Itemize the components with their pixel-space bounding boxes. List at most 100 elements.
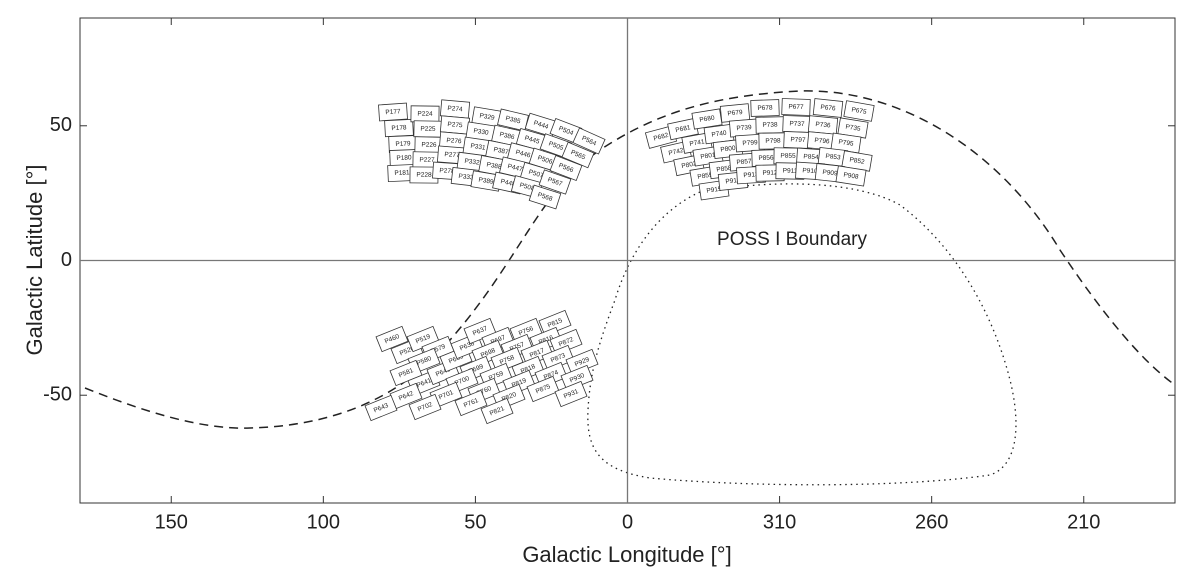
field-label: P679 bbox=[727, 109, 743, 117]
field-label: P796 bbox=[814, 137, 830, 145]
field-patch bbox=[691, 108, 723, 130]
field-label: P505 bbox=[548, 140, 565, 152]
field: P815 bbox=[538, 309, 572, 337]
field: P275 bbox=[439, 115, 471, 135]
x-tick-label: 310 bbox=[763, 511, 796, 533]
field-label: P678 bbox=[757, 104, 773, 112]
field: P756 bbox=[509, 317, 543, 345]
field-patch bbox=[538, 169, 572, 195]
field: P178 bbox=[384, 118, 414, 138]
field-label: P795 bbox=[838, 139, 854, 148]
field-label: P859 bbox=[697, 171, 713, 180]
field: P677 bbox=[781, 98, 811, 116]
field: P568 bbox=[528, 184, 562, 210]
field-label: P385 bbox=[505, 115, 522, 125]
field: P908 bbox=[835, 165, 867, 187]
field-label: P799 bbox=[742, 139, 758, 147]
field: P181 bbox=[387, 163, 417, 183]
field-patch bbox=[364, 394, 398, 422]
field-label: P739 bbox=[736, 124, 752, 132]
field: P519 bbox=[406, 325, 440, 353]
field-patch bbox=[812, 98, 844, 118]
field: P798 bbox=[758, 132, 788, 150]
field-label: P386 bbox=[499, 131, 516, 141]
field-label: P446 bbox=[515, 149, 532, 160]
field-label: P448 bbox=[500, 178, 517, 188]
field-label: P682 bbox=[653, 132, 670, 143]
field-label: P388 bbox=[486, 161, 503, 171]
y-tick-label: 0 bbox=[61, 249, 72, 271]
field-label: P177 bbox=[385, 108, 401, 116]
field-patch bbox=[480, 397, 514, 425]
field: P737 bbox=[782, 115, 812, 133]
field-label: P802 bbox=[681, 160, 698, 170]
field-label: P445 bbox=[524, 135, 541, 146]
field-patch bbox=[538, 309, 572, 337]
field-patch bbox=[375, 325, 409, 353]
field-label: P740 bbox=[711, 130, 727, 139]
field-patch bbox=[526, 375, 560, 403]
field-patch bbox=[408, 393, 442, 421]
field-label: P736 bbox=[815, 121, 831, 129]
x-tick-label: 100 bbox=[307, 511, 340, 533]
field-label: P330 bbox=[473, 128, 489, 137]
field-label: P507 bbox=[528, 169, 545, 180]
field-label: P274 bbox=[447, 105, 463, 113]
field: P177 bbox=[378, 102, 408, 122]
field-label: P181 bbox=[394, 169, 410, 177]
field: P931 bbox=[554, 380, 588, 408]
field-label: P178 bbox=[391, 124, 407, 132]
y-axis-label: Galactic Latitude [°] bbox=[22, 164, 47, 355]
field-label: P506 bbox=[537, 155, 554, 166]
field: P680 bbox=[691, 108, 723, 130]
field-label: P278 bbox=[439, 167, 455, 175]
field-label: P225 bbox=[420, 126, 436, 133]
field: P675 bbox=[843, 100, 875, 122]
field: P738 bbox=[755, 116, 785, 134]
field-label: P911 bbox=[783, 168, 798, 175]
x-tick-label: 0 bbox=[622, 511, 633, 533]
x-tick-label: 260 bbox=[915, 511, 948, 533]
field-patch bbox=[528, 184, 562, 210]
field-label: P798 bbox=[765, 138, 781, 145]
field-label: P275 bbox=[447, 121, 463, 129]
field-patch bbox=[549, 155, 583, 181]
field: P224 bbox=[410, 105, 440, 123]
field-label: P913 bbox=[743, 171, 759, 179]
field-label: P914 bbox=[725, 177, 741, 186]
field-label: P738 bbox=[762, 122, 778, 129]
x-tick-label: 50 bbox=[464, 511, 486, 533]
x-tick-label: 210 bbox=[1067, 511, 1100, 533]
field-patch bbox=[554, 380, 588, 408]
field-label: P568 bbox=[537, 192, 554, 203]
field-label: P858 bbox=[716, 165, 732, 174]
field-label: P735 bbox=[845, 124, 861, 133]
dotted-curve bbox=[587, 183, 1017, 486]
field-label: P680 bbox=[699, 114, 715, 123]
field-label: P800 bbox=[720, 145, 736, 154]
field-label: P332 bbox=[464, 158, 480, 167]
field-label: P329 bbox=[479, 113, 496, 122]
field-label: P180 bbox=[396, 154, 412, 162]
field: P676 bbox=[812, 98, 844, 118]
field: P274 bbox=[439, 99, 471, 119]
field-label: P387 bbox=[493, 146, 510, 156]
field-label: P447 bbox=[507, 163, 524, 173]
x-tick-label: 150 bbox=[155, 511, 188, 533]
field-patch bbox=[843, 100, 875, 122]
field: P875 bbox=[526, 375, 560, 403]
annotation: POSS I Boundary bbox=[717, 229, 867, 250]
field: P504 bbox=[549, 118, 583, 144]
field-label: P742 bbox=[668, 147, 685, 157]
field: P930 bbox=[560, 364, 594, 392]
field-label: P737 bbox=[789, 120, 805, 128]
field-patch bbox=[572, 127, 606, 155]
field: P643 bbox=[364, 394, 398, 422]
field-label: P333 bbox=[458, 173, 474, 182]
field-label: P224 bbox=[417, 111, 433, 118]
field: P678 bbox=[750, 99, 780, 117]
field-label: P276 bbox=[446, 137, 462, 145]
field: P564 bbox=[572, 127, 606, 155]
field: P735 bbox=[837, 117, 869, 139]
